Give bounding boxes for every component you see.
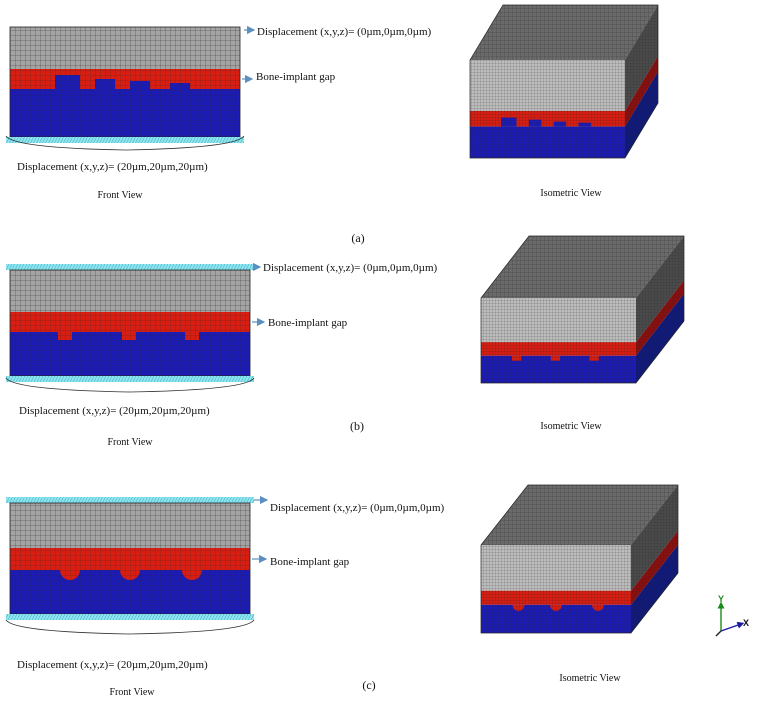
iso-top-mesh [470, 5, 658, 60]
iso-top-mesh [481, 236, 684, 298]
gap-bone-mesh [10, 548, 250, 614]
iso-top-mesh [481, 485, 678, 545]
iso-front-mesh [481, 545, 631, 633]
iso-side-implant-mesh [631, 485, 678, 591]
iso-side-bone-mesh [631, 544, 678, 633]
bottom-brace [5, 619, 255, 635]
panel-caption: (c) [362, 678, 375, 692]
implant-mesh [10, 270, 250, 312]
isometric-view-model [480, 484, 679, 634]
panels-container: Displacement (x,y,z)= (0µm,0µm,0µm) Bone-… [5, 4, 685, 698]
axis-y-label: Y [718, 594, 724, 604]
bottom-brace [5, 377, 255, 393]
front-view-model [5, 495, 269, 635]
panel-caption: (b) [350, 419, 364, 433]
front-view-label: Front View [107, 437, 153, 448]
bone-implant-gap-label: Bone-implant gap [270, 556, 350, 568]
gap-bone-mesh [10, 312, 250, 376]
front-view-label: Front View [109, 687, 155, 698]
top-displacement-label: Displacement (x,y,z)= (0µm,0µm,0µm) [257, 26, 432, 38]
top-displacement-label: Displacement (x,y,z)= (0µm,0µm,0µm) [263, 262, 438, 274]
panel-3: Displacement (x,y,z)= (0µm,0µm,0µm) Bone-… [5, 484, 679, 698]
top-displacement-label: Displacement (x,y,z)= (0µm,0µm,0µm) [270, 502, 445, 514]
bottom-brace [5, 135, 245, 151]
iso-side-implant-mesh [636, 236, 684, 343]
iso-side-bone-mesh [636, 293, 684, 383]
bottom-displacement-label: Displacement (x,y,z)= (20µm,20µm,20µm) [17, 659, 208, 671]
bone-implant-gap-label: Bone-implant gap [256, 71, 336, 83]
iso-side-gap-mesh [625, 55, 658, 127]
isometric-view-label: Isometric View [559, 673, 621, 684]
axis-triad: Y X [715, 594, 749, 637]
front-view-model [5, 262, 266, 393]
front-view-model [5, 25, 256, 151]
iso-side-bone-mesh [625, 71, 658, 158]
bottom-boundary-hatch [6, 137, 244, 143]
top-boundary-hatch [6, 264, 254, 270]
gap-bone-mesh [10, 69, 240, 137]
panel-1: Displacement (x,y,z)= (0µm,0µm,0µm) Bone-… [5, 4, 659, 245]
iso-front-mesh [481, 298, 636, 383]
top-boundary-hatch [6, 497, 254, 503]
isometric-view-model [469, 4, 659, 159]
panel-2: Displacement (x,y,z)= (0µm,0µm,0µm) Bone-… [5, 235, 685, 448]
iso-outline [480, 235, 685, 384]
bottom-boundary-hatch [6, 376, 254, 382]
iso-front-mesh [470, 60, 625, 158]
iso-side-implant-mesh [625, 5, 658, 111]
bottom-boundary-hatch [6, 614, 254, 620]
iso-side-gap-mesh [631, 530, 678, 605]
front-view-label: Front View [97, 190, 143, 201]
isometric-view-label: Isometric View [540, 421, 602, 432]
bottom-displacement-label: Displacement (x,y,z)= (20µm,20µm,20µm) [19, 405, 210, 417]
implant-mesh [10, 27, 240, 69]
axis-x-label: X [743, 618, 749, 628]
panel-caption: (a) [351, 231, 364, 245]
isometric-view-label: Isometric View [540, 188, 602, 199]
iso-side-gap-mesh [636, 280, 684, 356]
implant-mesh [10, 503, 250, 548]
bottom-displacement-label: Displacement (x,y,z)= (20µm,20µm,20µm) [17, 161, 208, 173]
bone-implant-gap-label: Bone-implant gap [268, 317, 348, 329]
iso-outline [480, 484, 679, 634]
iso-outline [469, 4, 659, 159]
isometric-view-model [480, 235, 685, 384]
